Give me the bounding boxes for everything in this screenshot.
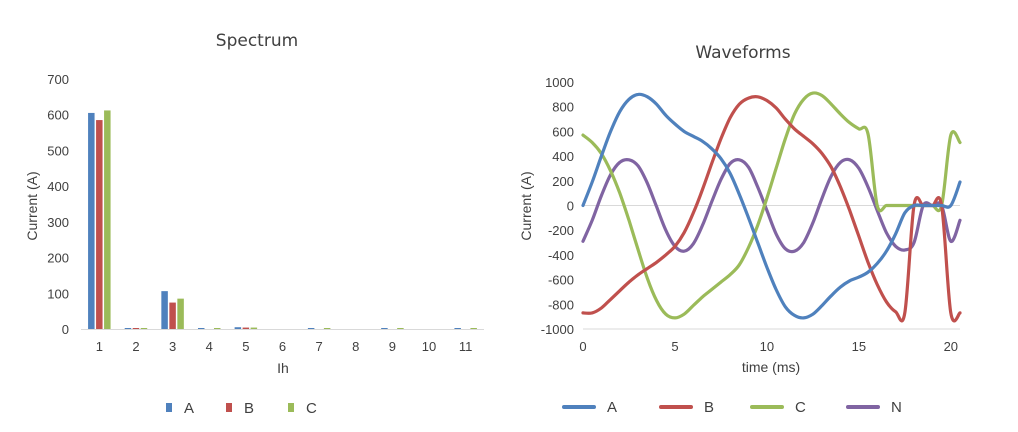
- waveforms-legend-label-A: A: [607, 399, 617, 416]
- spectrum-x-tick-label: 4: [206, 339, 213, 354]
- spectrum-bar-B-2: [132, 328, 140, 329]
- spectrum-x-tick-label: 11: [459, 339, 473, 354]
- spectrum-y-axis-label: Current (A): [24, 171, 40, 240]
- spectrum-x-tick-label: 9: [389, 339, 396, 354]
- waveforms-x-tick-label: 5: [671, 339, 678, 354]
- spectrum-bar-A-7: [307, 328, 315, 329]
- waveforms-x-tick-label: 15: [852, 339, 866, 354]
- spectrum-x-tick-label: 10: [422, 339, 436, 354]
- waveforms-x-axis-label: time (ms): [742, 359, 800, 375]
- spectrum-bar-C-11: [470, 328, 477, 329]
- spectrum-legend-label-B: B: [244, 400, 254, 417]
- waveforms-y-tick-label: -400: [548, 248, 574, 263]
- spectrum-y-tick-label: 400: [47, 179, 69, 194]
- spectrum-bar-A-11: [454, 328, 461, 329]
- spectrum-y-tick-label: 100: [47, 286, 69, 301]
- waveforms-y-tick-label: -1000: [541, 322, 574, 337]
- waveforms-x-tick-label: 0: [579, 339, 586, 354]
- spectrum-y-ticks: 0 100 200 300 400 500 600 700: [47, 72, 69, 337]
- waveforms-line-A: [581, 92, 962, 320]
- spectrum-legend: A B C: [166, 400, 317, 417]
- spectrum-bar-A-4: [197, 328, 205, 329]
- waveforms-y-tick-label: 400: [552, 149, 574, 164]
- waveforms-y-tick-label: 1000: [545, 75, 574, 90]
- spectrum-bar-A-9: [381, 328, 388, 329]
- waveforms-line-N: [581, 157, 962, 254]
- spectrum-legend-marker-A: [166, 403, 172, 412]
- spectrum-y-tick-label: 600: [47, 108, 69, 123]
- spectrum-y-tick-label: 0: [62, 322, 69, 337]
- spectrum-title: Spectrum: [216, 31, 298, 51]
- waveforms-title: Waveforms: [695, 43, 790, 63]
- spectrum-bar-A-1: [88, 112, 95, 329]
- spectrum-x-tick-label: 8: [352, 339, 359, 354]
- spectrum-bar-C-9: [397, 328, 404, 329]
- spectrum-x-tick-label: 3: [169, 339, 176, 354]
- waveforms-y-tick-label: -600: [548, 273, 574, 288]
- spectrum-x-ticks: 1 2 3 4 5 6 7 8 9 10 11: [96, 339, 473, 354]
- spectrum-bar-B-3: [169, 302, 176, 329]
- waveforms-legend-label-B: B: [704, 399, 714, 416]
- spectrum-bar-C-3: [177, 298, 184, 329]
- waveforms-y-tick-label: -800: [548, 297, 574, 312]
- spectrum-legend-label-C: C: [306, 400, 317, 417]
- waveforms-y-tick-label: 800: [552, 100, 574, 115]
- spectrum-x-axis-label: Ih: [277, 360, 289, 376]
- spectrum-bar-C-4: [213, 328, 221, 329]
- spectrum-bars: [88, 110, 477, 329]
- waveforms-legend-label-N: N: [891, 399, 902, 416]
- spectrum-y-tick-label: 200: [47, 251, 69, 266]
- waveforms-legend-label-C: C: [795, 399, 806, 416]
- spectrum-legend-marker-C: [288, 403, 294, 412]
- spectrum-bar-B-5: [242, 327, 250, 329]
- waveforms-x-ticks: 0 5 10 15 20: [579, 339, 958, 354]
- waveforms-line-B: [581, 95, 962, 323]
- spectrum-bar-A-3: [161, 291, 168, 329]
- spectrum-y-tick-label: 300: [47, 215, 69, 230]
- spectrum-x-tick-label: 1: [96, 339, 103, 354]
- waveforms-y-ticks: -1000 -800 -600 -400 -200 0 200 400 600 800 1000: [541, 75, 574, 337]
- waveforms-y-tick-label: 0: [567, 199, 574, 214]
- spectrum-bar-C-7: [323, 328, 331, 329]
- spectrum-bar-C-5: [250, 327, 258, 329]
- spectrum-bar-B-1: [96, 120, 103, 329]
- spectrum-x-tick-label: 6: [279, 339, 286, 354]
- spectrum-x-tick-label: 5: [242, 339, 249, 354]
- spectrum-y-tick-label: 500: [47, 143, 69, 158]
- waveforms-lines: [581, 91, 962, 323]
- spectrum-y-tick-label: 700: [47, 72, 69, 87]
- spectrum-bar-C-1: [104, 110, 111, 329]
- waveforms-y-tick-label: -200: [548, 223, 574, 238]
- waveforms-line-C: [581, 91, 962, 320]
- spectrum-bar-A-2: [124, 328, 132, 329]
- spectrum-bar-A-5: [234, 327, 242, 329]
- spectrum-x-tick-label: 2: [132, 339, 139, 354]
- waveforms-x-tick-label: 20: [944, 339, 958, 354]
- waveforms-y-tick-label: 200: [552, 174, 574, 189]
- waveforms-y-axis-label: Current (A): [518, 171, 534, 240]
- spectrum-chart: Spectrum 0 100 200 300 400 500 600 700 1 2 3 4 5 6 7 8…: [24, 31, 484, 417]
- waveforms-chart: Waveforms -1000-800-600-400-200020040060…: [518, 43, 962, 416]
- spectrum-legend-marker-B: [226, 403, 232, 412]
- waveforms-y-tick-label: 600: [552, 124, 574, 139]
- spectrum-legend-label-A: A: [184, 400, 194, 417]
- waveforms-x-tick-label: 10: [760, 339, 774, 354]
- spectrum-bar-C-2: [140, 328, 148, 329]
- spectrum-x-tick-label: 7: [316, 339, 323, 354]
